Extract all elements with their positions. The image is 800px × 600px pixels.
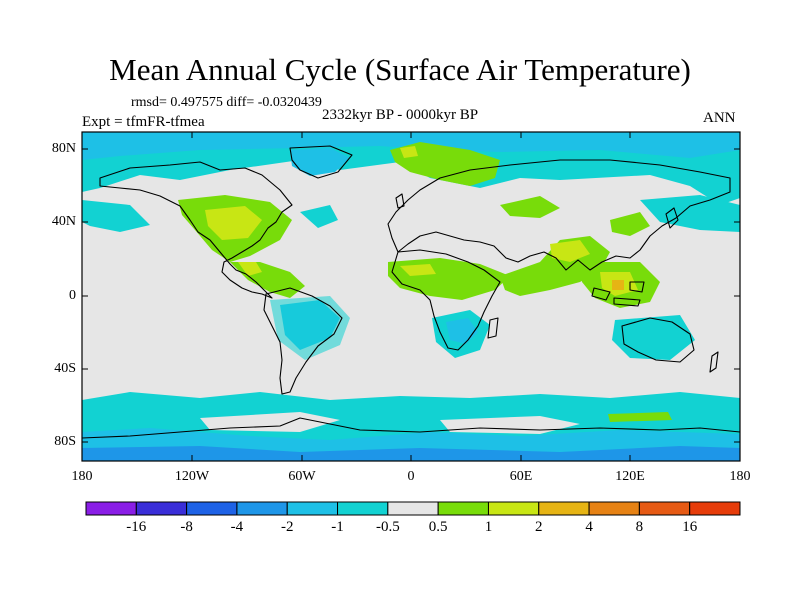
colorbar-label: -0.5 bbox=[375, 519, 400, 535]
axis-ticks bbox=[81, 132, 741, 461]
season-label: ANN bbox=[703, 110, 736, 126]
coastline-madagascar bbox=[487, 317, 499, 339]
sahel-warm-core bbox=[400, 264, 436, 276]
colorbar-swatch bbox=[135, 501, 188, 516]
period-label: 2332kyr BP - 0000kyr BP bbox=[322, 107, 479, 123]
colorbar-swatch bbox=[487, 501, 540, 516]
colorbar-swatch bbox=[236, 501, 288, 516]
coastline-uk bbox=[395, 193, 405, 209]
chart-title: Mean Annual Cycle (Surface Air Temperatu… bbox=[109, 52, 691, 87]
lon-tick-label: 180 bbox=[729, 469, 751, 484]
colorbar-swatch bbox=[638, 501, 691, 516]
colorbar-label: -4 bbox=[230, 519, 244, 535]
siberia-warm-core bbox=[400, 146, 418, 158]
east-asia-warm bbox=[610, 212, 650, 236]
colorbar-label: -2 bbox=[280, 519, 294, 535]
coastline-antarctica bbox=[82, 417, 740, 439]
coastline-australia bbox=[621, 317, 695, 363]
northwest-pacific-cool bbox=[640, 195, 740, 232]
north-america-warm-core bbox=[205, 206, 262, 240]
colorbar-label: -1 bbox=[331, 519, 344, 535]
north-pacific-cool bbox=[82, 200, 150, 232]
antarctic-neutral-patch bbox=[200, 412, 340, 432]
coastline-indonesia bbox=[591, 281, 645, 307]
greenland-cool bbox=[290, 148, 350, 176]
colorbar-label: 16 bbox=[682, 519, 698, 535]
colorbar-label: 4 bbox=[585, 519, 593, 535]
coastline-north-america bbox=[99, 161, 293, 299]
colorbar-swatch bbox=[689, 501, 741, 516]
lon-tick-label: 120E bbox=[615, 469, 645, 484]
atlantic-cool-patch bbox=[300, 205, 338, 228]
colorbar-label: -8 bbox=[180, 519, 193, 535]
lon-tick-label: 60W bbox=[288, 469, 316, 484]
colorbar-swatch bbox=[85, 501, 137, 516]
colorbar-label: 0.5 bbox=[428, 519, 448, 535]
siberia-warm bbox=[390, 142, 500, 186]
colorbar-swatch bbox=[437, 501, 489, 516]
coastline-africa bbox=[391, 249, 501, 351]
lat-tick-label: 40S bbox=[54, 361, 76, 376]
colorbar bbox=[85, 501, 741, 516]
colorbar-swatch bbox=[286, 501, 339, 516]
colorbar-label: 8 bbox=[635, 519, 644, 535]
colorbar-swatch bbox=[387, 501, 439, 516]
south-america-cool-ring bbox=[270, 296, 350, 360]
coastline-europe-asia bbox=[387, 159, 731, 271]
coastline-new-zealand bbox=[709, 351, 719, 373]
lon-tick-label: 60E bbox=[509, 469, 533, 484]
lat-tick-label: 80N bbox=[51, 141, 76, 156]
lon-tick-label: 180 bbox=[71, 469, 93, 484]
colorbar-label: -16 bbox=[126, 519, 147, 535]
india-warm-core bbox=[550, 240, 590, 262]
lat-tick-label: 80S bbox=[54, 434, 76, 449]
colorbar-label: 1 bbox=[484, 519, 493, 535]
maritime-hot-spot bbox=[612, 280, 624, 290]
southern-ocean-warm-streak bbox=[608, 412, 672, 422]
mid-asia-warm bbox=[500, 196, 560, 218]
colorbar-swatch bbox=[186, 501, 238, 516]
central-america-warm-core bbox=[238, 262, 262, 276]
antarctic-strong-cool bbox=[82, 446, 740, 461]
coastline-greenland bbox=[289, 145, 353, 179]
colorbar-swatch bbox=[588, 501, 640, 516]
colorbar-swatch bbox=[538, 501, 590, 516]
colorbar-swatch bbox=[337, 501, 389, 516]
experiment-label: Expt = tfmFR-tfmea bbox=[82, 114, 205, 130]
colorbar-label: 2 bbox=[535, 519, 543, 535]
lon-tick-label: 120W bbox=[174, 469, 210, 484]
coastline-japan bbox=[665, 207, 679, 229]
coastline-south-america bbox=[263, 287, 343, 395]
lon-tick-label: 0 bbox=[407, 469, 415, 484]
coastlines bbox=[82, 145, 740, 439]
lat-tick-label: 0 bbox=[69, 288, 76, 303]
lat-tick-label: 40N bbox=[51, 214, 76, 229]
stats-line: rmsd= 0.497575 diff= -0.0320439 bbox=[131, 95, 322, 110]
